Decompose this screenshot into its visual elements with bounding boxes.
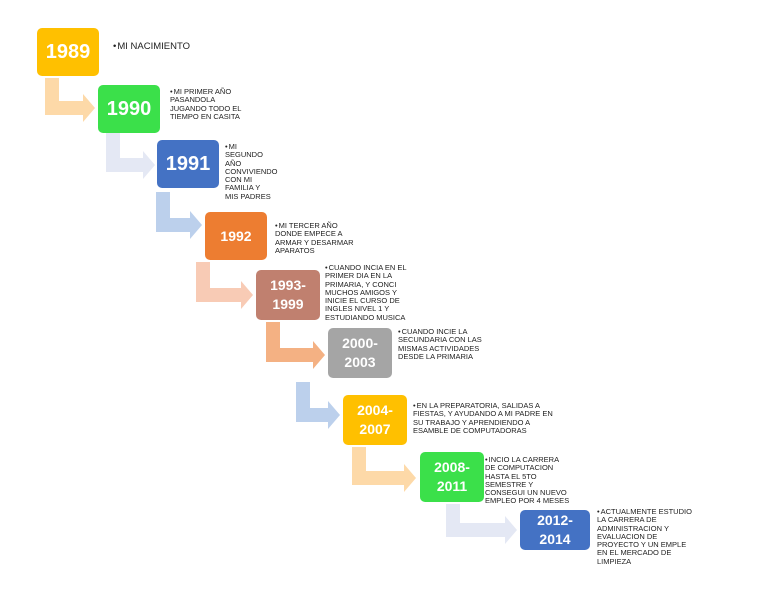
year-box: 1989 xyxy=(37,28,99,76)
description: CUANDO INCIE LA SECUNDARIA CON LAS MISMA… xyxy=(398,327,483,361)
description: MI TERCER AÑO DONDE EMPECE A ARMAR Y DES… xyxy=(275,221,365,255)
description: ACTUALMENTE ESTUDIO LA CARRERA DE ADMINI… xyxy=(597,507,697,566)
year-box: 1992 xyxy=(205,212,267,260)
bent-arrow xyxy=(106,133,155,179)
bent-arrow xyxy=(266,322,325,369)
description: CUANDO INCIA EN EL PRIMER DIA EN LA PRIM… xyxy=(325,263,410,322)
bent-arrow xyxy=(156,192,202,239)
bent-arrow xyxy=(296,382,340,429)
bent-arrow xyxy=(45,78,95,122)
description: MI SEGUNDO AÑO CONVIVIENDO CON MI FAMILI… xyxy=(225,142,278,201)
year-box: 1990 xyxy=(98,85,160,133)
description: EN LA PREPARATORIA, SALIDAS A FIESTAS, Y… xyxy=(413,401,553,435)
year-box: 1993-1999 xyxy=(256,270,320,320)
year-box: 2012-2014 xyxy=(520,510,590,550)
bent-arrow xyxy=(352,447,416,492)
description: MI PRIMER AÑO PASANDOLA JUGANDO TODO EL … xyxy=(170,87,242,121)
year-box: 2008-2011 xyxy=(420,452,484,502)
year-box: 2000-2003 xyxy=(328,328,392,378)
year-box: 2004-2007 xyxy=(343,395,407,445)
bent-arrow xyxy=(196,262,253,309)
description: MI NACIMIENTO xyxy=(113,41,193,52)
description: INCIO LA CARRERA DE COMPUTACION HASTA EL… xyxy=(485,455,570,506)
bent-arrow xyxy=(446,504,517,544)
year-box: 1991 xyxy=(157,140,219,188)
